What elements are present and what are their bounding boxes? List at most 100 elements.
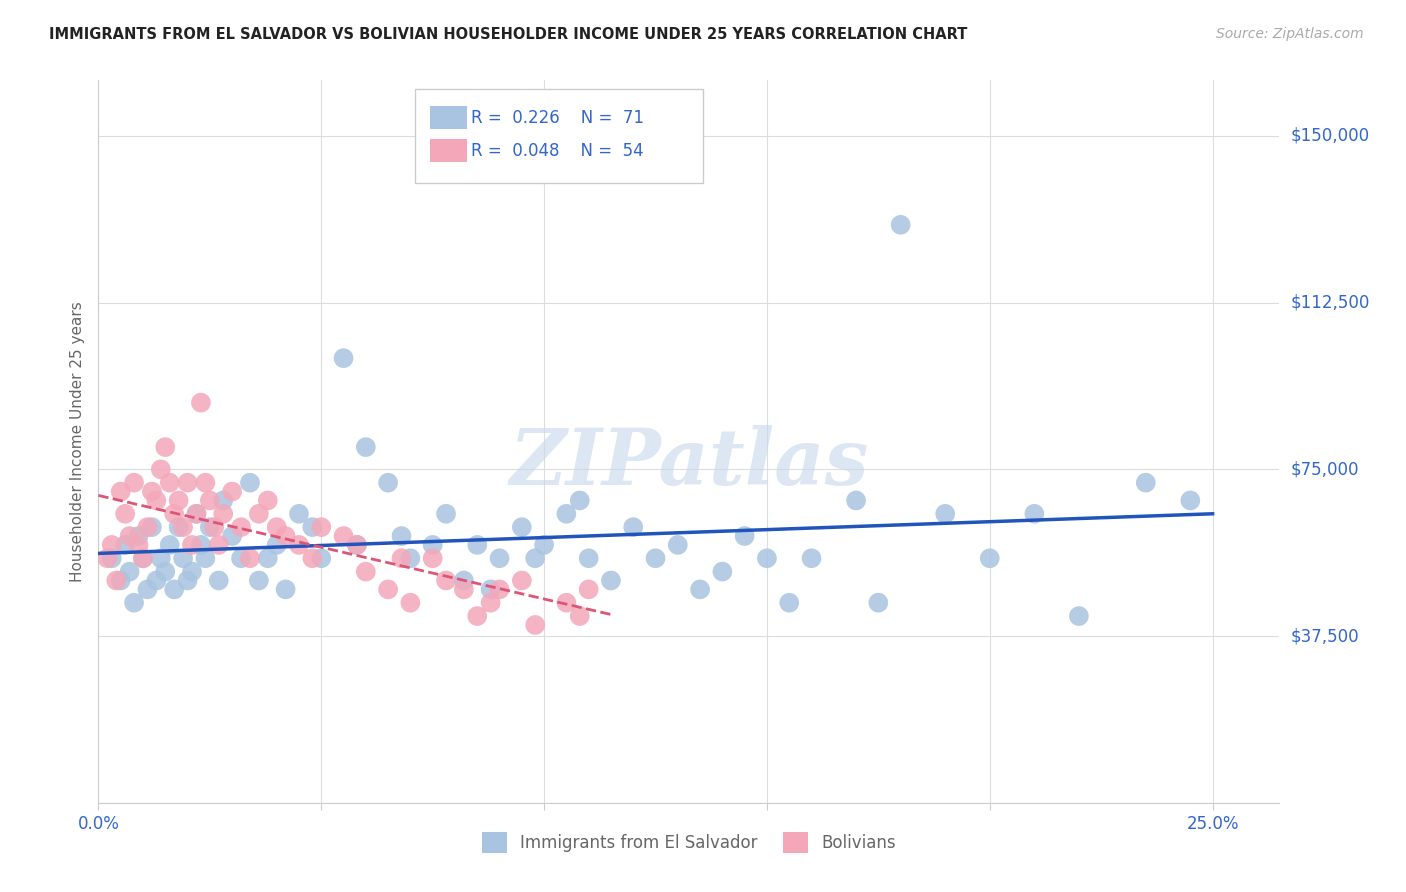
Point [453,582,475,597]
Point [600,574,623,588]
Point [644,551,666,566]
Point [266,538,288,552]
Point [141,484,163,499]
Point [391,551,413,566]
Point [377,475,399,490]
Point [621,520,644,534]
Point [163,507,186,521]
Point [422,551,444,566]
Point [533,538,555,552]
Point [578,582,600,597]
Point [578,551,600,566]
Point [128,529,150,543]
Point [1024,507,1046,521]
Point [934,507,956,521]
Point [301,520,323,534]
Point [212,493,235,508]
Point [868,596,890,610]
Point [800,551,823,566]
Point [149,551,172,566]
Point [132,551,155,566]
Point [186,507,208,521]
Point [288,507,311,521]
Point [101,538,124,552]
Point [346,538,368,552]
Point [890,218,912,232]
Point [176,475,198,490]
Point [229,520,252,534]
Point [122,596,145,610]
Point [1067,609,1090,624]
Point [149,462,172,476]
Point [354,440,377,454]
Text: $150,000: $150,000 [1291,127,1369,145]
Point [1135,475,1157,490]
Legend: Immigrants from El Salvador, Bolivians: Immigrants from El Salvador, Bolivians [475,826,903,860]
Point [555,507,578,521]
Point [114,538,136,552]
Text: $112,500: $112,500 [1291,293,1369,311]
Point [711,565,734,579]
Point [181,538,204,552]
Point [239,475,262,490]
Point [568,609,591,624]
Point [186,507,208,521]
Point [510,520,533,534]
Point [256,493,278,508]
Point [465,538,488,552]
Point [239,551,262,566]
Text: $75,000: $75,000 [1291,460,1360,478]
Point [479,596,502,610]
Point [524,618,547,632]
Point [778,596,800,610]
Point [202,520,225,534]
Point [159,538,181,552]
Point [198,493,221,508]
Point [172,520,194,534]
Point [96,551,118,566]
Point [194,475,217,490]
Point [145,493,167,508]
Point [755,551,778,566]
Text: R =  0.048    N =  54: R = 0.048 N = 54 [471,142,644,160]
Point [979,551,1001,566]
Point [274,529,297,543]
Point [488,551,510,566]
Point [301,551,323,566]
Point [221,484,243,499]
Point [689,582,711,597]
Text: IMMIGRANTS FROM EL SALVADOR VS BOLIVIAN HOUSEHOLDER INCOME UNDER 25 YEARS CORREL: IMMIGRANTS FROM EL SALVADOR VS BOLIVIAN … [49,27,967,42]
Point [181,565,204,579]
Point [136,520,159,534]
Point [479,582,502,597]
Point [167,520,190,534]
Point [309,520,332,534]
Point [734,529,756,543]
Point [288,538,311,552]
Text: Source: ZipAtlas.com: Source: ZipAtlas.com [1216,27,1364,41]
Point [346,538,368,552]
Point [221,529,243,543]
Point [391,529,413,543]
Point [194,551,217,566]
Point [332,351,354,366]
Point [172,551,194,566]
Point [105,574,128,588]
Point [309,551,332,566]
Point [128,538,150,552]
Point [377,582,399,597]
Point [332,529,354,543]
Point [101,551,124,566]
Point [568,493,591,508]
Point [145,574,167,588]
Point [256,551,278,566]
Point [190,538,212,552]
Point [266,520,288,534]
Point [176,574,198,588]
Text: R =  0.226    N =  71: R = 0.226 N = 71 [471,109,644,127]
Point [488,582,510,597]
Point [136,582,159,597]
Point [422,538,444,552]
Point [399,551,422,566]
Point [465,609,488,624]
